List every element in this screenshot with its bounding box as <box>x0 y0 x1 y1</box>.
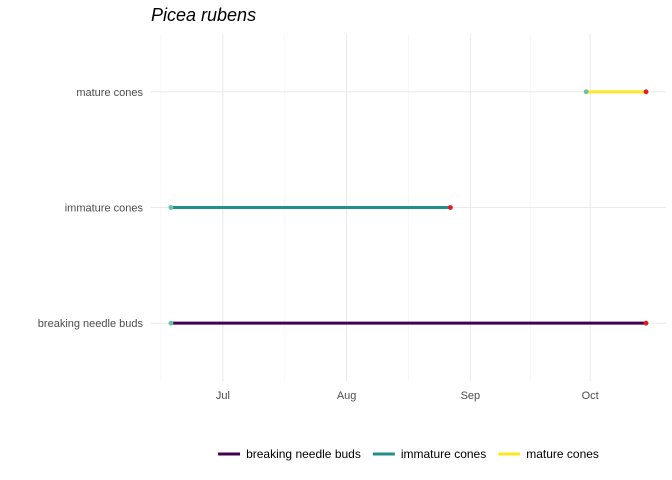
end-marker <box>448 205 453 210</box>
legend-label: immature cones <box>401 447 486 461</box>
start-marker <box>168 205 174 210</box>
start-marker <box>168 320 174 326</box>
x-axis-ticks: Jul Aug Sep Oct <box>216 390 599 402</box>
legend: breaking needle buds immature cones mature… <box>218 447 599 461</box>
start-marker <box>583 89 589 95</box>
x-tick-label: Sep <box>461 390 481 402</box>
end-marker <box>643 320 649 326</box>
chart-title: Picea rubens <box>151 5 256 25</box>
x-tick-label: Jul <box>216 390 230 402</box>
legend-label: breaking needle buds <box>246 447 361 461</box>
end-marker <box>643 89 649 95</box>
y-tick-label: immature cones <box>65 203 144 215</box>
y-tick-label: breaking needle buds <box>38 318 144 330</box>
series-segments <box>168 89 649 326</box>
legend-label: mature cones <box>526 447 599 461</box>
y-tick-label: mature cones <box>76 87 143 99</box>
y-axis-ticks: breaking needle buds immature cones mature… <box>38 87 144 330</box>
x-tick-label: Aug <box>337 390 357 402</box>
x-tick-label: Oct <box>582 390 599 402</box>
